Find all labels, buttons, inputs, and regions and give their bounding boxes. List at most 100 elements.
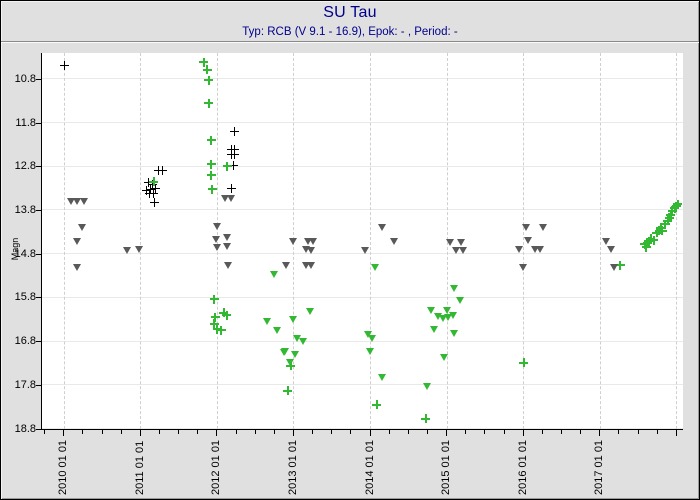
x-tick-label: 2016 01 01	[516, 439, 529, 495]
data-point-magnitude-measurement-green	[222, 161, 232, 171]
data-point-magnitude-measurement-green	[670, 203, 680, 213]
data-point-magnitude-measurement-green	[666, 210, 676, 220]
data-point-fainter-than-limit-green	[448, 312, 457, 320]
data-point-fainter-than-limit-green	[438, 314, 447, 322]
x-axis-minor-tick	[235, 430, 237, 434]
data-point-magnitude-measurement-black	[60, 60, 70, 70]
data-point-fainter-than-limit-gray	[609, 264, 618, 272]
gridline-vertical	[676, 53, 678, 429]
x-axis-minor-tick	[178, 430, 180, 434]
data-point-fainter-than-limit-green	[370, 264, 379, 272]
data-point-magnitude-measurement-black	[146, 184, 156, 194]
data-point-fainter-than-limit-green	[366, 347, 375, 355]
plot-area	[41, 53, 683, 430]
data-point-fainter-than-limit-green	[270, 270, 279, 278]
y-axis-tick	[36, 209, 41, 211]
data-point-magnitude-measurement-green	[216, 325, 226, 335]
y-axis-tick	[36, 384, 41, 386]
data-point-magnitude-measurement-black	[226, 184, 236, 194]
x-axis-minor-tick	[426, 430, 428, 434]
data-point-magnitude-measurement-green	[204, 75, 214, 85]
gridline-horizontal	[42, 384, 683, 386]
x-axis-major-tick	[63, 430, 65, 436]
y-axis-tick	[36, 78, 41, 80]
data-point-fainter-than-limit-gray	[73, 198, 82, 206]
data-point-magnitude-measurement-green	[673, 199, 683, 209]
data-point-magnitude-measurement-green	[656, 223, 666, 233]
x-axis-minor-tick	[560, 430, 562, 434]
data-point-magnitude-measurement-green	[421, 414, 431, 423]
y-axis-tick	[36, 341, 41, 343]
data-point-fainter-than-limit-gray	[212, 223, 221, 231]
data-point-magnitude-measurement-green	[210, 312, 220, 322]
data-point-magnitude-measurement-green	[657, 226, 667, 236]
gridline-vertical	[523, 53, 525, 429]
x-axis-minor-tick	[120, 430, 122, 434]
x-axis-minor-tick	[101, 430, 103, 434]
data-point-fainter-than-limit-gray	[221, 195, 230, 203]
data-point-fainter-than-limit-gray	[451, 246, 460, 254]
data-point-fainter-than-limit-gray	[222, 234, 231, 242]
data-point-magnitude-measurement-green	[283, 386, 293, 396]
data-point-magnitude-measurement-green	[206, 159, 216, 169]
data-point-fainter-than-limit-green	[426, 307, 435, 315]
data-point-fainter-than-limit-green	[440, 354, 449, 362]
data-point-fainter-than-limit-gray	[78, 224, 87, 232]
data-point-fainter-than-limit-gray	[458, 246, 467, 254]
gridline-vertical	[599, 53, 601, 429]
data-point-fainter-than-limit-gray	[227, 195, 236, 203]
data-point-fainter-than-limit-green	[286, 358, 295, 366]
data-point-fainter-than-limit-gray	[123, 246, 132, 254]
data-point-fainter-than-limit-green	[263, 317, 272, 325]
data-point-magnitude-measurement-green	[667, 206, 677, 216]
x-axis-major-tick	[522, 430, 524, 436]
data-point-magnitude-measurement-black	[157, 165, 167, 175]
gridline-vertical	[63, 53, 65, 429]
data-point-fainter-than-limit-gray	[301, 262, 310, 270]
data-point-fainter-than-limit-gray	[212, 244, 221, 252]
chart-title: SU Tau	[323, 4, 377, 21]
x-axis-minor-tick	[273, 430, 275, 434]
gridline-horizontal	[42, 253, 683, 255]
data-point-fainter-than-limit-gray	[134, 245, 143, 253]
data-point-fainter-than-limit-gray	[530, 245, 539, 253]
y-tick-label: 15.8	[14, 291, 36, 304]
data-point-fainter-than-limit-gray	[539, 224, 548, 232]
gridline-horizontal	[42, 296, 683, 298]
data-point-magnitude-measurement-green	[663, 216, 673, 226]
x-axis-major-tick	[139, 430, 141, 436]
data-point-magnitude-measurement-green	[660, 219, 670, 229]
data-point-fainter-than-limit-gray	[67, 198, 76, 206]
data-point-fainter-than-limit-green	[273, 326, 282, 334]
data-point-fainter-than-limit-green	[289, 315, 298, 323]
y-tick-label: 18.8	[14, 422, 36, 435]
y-axis-tick	[36, 122, 41, 124]
gridline-horizontal	[42, 428, 683, 430]
data-point-magnitude-measurement-green	[664, 213, 674, 223]
data-point-magnitude-measurement-black	[150, 184, 160, 194]
x-axis-minor-tick	[158, 430, 160, 434]
x-axis-minor-tick	[484, 430, 486, 434]
data-point-fainter-than-limit-gray	[224, 262, 233, 270]
header-divider	[1, 41, 699, 43]
data-point-magnitude-measurement-green	[219, 308, 228, 318]
x-axis-major-tick	[599, 430, 601, 436]
x-tick-label: 2017 01 01	[593, 439, 606, 495]
gridline-horizontal	[42, 340, 683, 342]
data-point-magnitude-measurement-green	[649, 235, 659, 245]
data-point-magnitude-measurement-black	[228, 161, 238, 171]
data-point-fainter-than-limit-green	[442, 306, 451, 314]
data-point-fainter-than-limit-gray	[360, 246, 369, 254]
data-point-magnitude-measurement-black	[143, 178, 153, 188]
y-tick-label: 11.8	[15, 116, 36, 129]
data-point-magnitude-measurement-green	[202, 65, 212, 75]
data-point-fainter-than-limit-green	[422, 382, 431, 390]
gridline-horizontal	[42, 209, 683, 211]
data-point-magnitude-measurement-green	[519, 358, 529, 368]
gridline-horizontal	[42, 78, 683, 80]
x-axis-minor-tick	[541, 430, 543, 434]
data-point-fainter-than-limit-gray	[536, 245, 545, 253]
data-point-fainter-than-limit-green	[377, 374, 386, 382]
chart-subtitle: Typ: RCB (V 9.1 - 16.9), Epok: - , Perio…	[242, 26, 458, 38]
x-axis-minor-tick	[618, 430, 620, 434]
